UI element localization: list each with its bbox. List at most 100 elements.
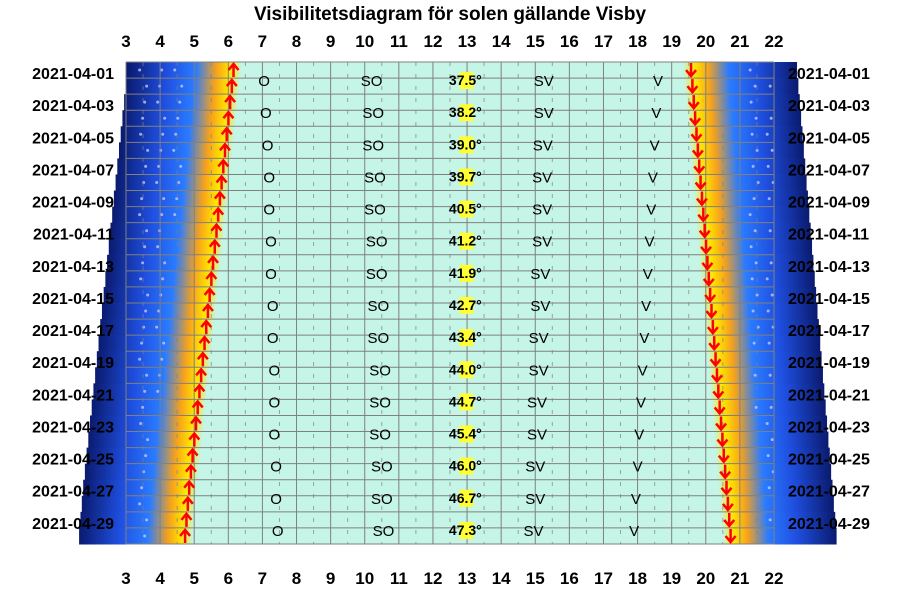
morning-twilight-band (95, 367, 210, 384)
direction-east-label: O (260, 105, 272, 122)
direction-west-label: V (646, 202, 656, 219)
elevation-highlight (459, 329, 474, 347)
elevation-label: 40.5° (449, 201, 482, 217)
hour-tick-label-top: 13 (458, 32, 477, 51)
evening-twilight-band (684, 78, 799, 95)
sunrise-arrow-head (213, 190, 226, 200)
sunset-arrow-head (716, 438, 729, 448)
direction-west-label: V (634, 427, 644, 444)
star-dot (141, 261, 145, 265)
direction-east-label: O (270, 491, 282, 508)
direction-west-label: V (653, 73, 663, 90)
star-dot (754, 261, 758, 265)
star-dot (162, 341, 166, 345)
star-dot (138, 68, 142, 72)
direction-southeast-label: SO (364, 169, 386, 186)
star-dot (753, 373, 757, 377)
direction-west-label: V (638, 362, 648, 379)
morning-twilight-band (79, 527, 194, 545)
star-dot (144, 164, 148, 168)
star-dot (138, 357, 142, 361)
direction-southwest-label: SV (532, 234, 552, 251)
sunrise-arrow-head (200, 319, 213, 328)
sunset-arrow-head (701, 262, 714, 271)
direction-southwest-label: SV (527, 427, 547, 444)
star-dot (140, 486, 144, 490)
star-dot (138, 502, 142, 506)
direction-west-label: V (636, 394, 646, 411)
daylight-band (240, 62, 685, 79)
evening-twilight-band (700, 270, 815, 288)
morning-twilight-band (118, 142, 233, 159)
date-label-right: 2021-04-19 (788, 355, 870, 372)
hour-tick-label-top: 3 (121, 32, 130, 51)
star-dot (146, 148, 150, 152)
star-dot (751, 309, 755, 313)
elevation-label: 37.5° (449, 72, 482, 88)
evening-twilight-band (715, 447, 830, 465)
daylight-band (220, 254, 701, 272)
star-dot (160, 357, 164, 361)
direction-east-label: O (263, 169, 275, 186)
daylight-band (199, 447, 717, 465)
evening-twilight-band (719, 495, 834, 513)
star-dot (767, 486, 771, 490)
star-dot (754, 405, 758, 409)
star-dot (176, 116, 180, 120)
star-dot (146, 438, 150, 442)
date-label-left: 2021-04-29 (32, 516, 114, 533)
morning-twilight-band (122, 110, 237, 127)
hour-tick-label-bottom: 4 (155, 569, 165, 588)
daylight-band (216, 286, 704, 304)
sunrise-arrow-head (196, 351, 209, 361)
elevation-highlight (459, 104, 474, 122)
star-dot (753, 229, 757, 233)
star-dot (752, 197, 756, 201)
date-label-right: 2021-04-07 (788, 162, 870, 179)
evening-twilight-band (703, 303, 818, 320)
elevation-highlight (459, 393, 474, 411)
morning-twilight-band (113, 190, 228, 208)
morning-twilight-band (84, 463, 199, 481)
star-dot (144, 309, 148, 313)
direction-southwest-label: SV (532, 202, 552, 219)
direction-southwest-label: SV (527, 394, 547, 411)
hour-tick-label-bottom: 19 (662, 569, 681, 588)
chart-title: Visibilitetsdiagram för solen gällande V… (254, 4, 647, 25)
sunset-arrow-head (686, 85, 699, 95)
date-label-left: 2021-04-03 (32, 98, 114, 115)
elevation-highlight (459, 264, 474, 282)
date-label-left: 2021-04-23 (32, 419, 114, 436)
sunrise-arrow-head (225, 78, 238, 87)
date-label-left: 2021-04-25 (32, 452, 114, 469)
direction-southeast-label: SO (366, 234, 388, 251)
star-dot (163, 116, 167, 120)
sunset-arrow-head (689, 117, 702, 127)
hour-tick-label-top: 22 (765, 32, 784, 51)
date-label-right: 2021-04-11 (788, 227, 869, 244)
star-dot (139, 277, 143, 281)
star-dot (173, 213, 177, 217)
sunrise-arrow-head (198, 335, 211, 344)
star-dot (143, 534, 147, 538)
direction-east-label: O (265, 234, 277, 251)
sunset-arrow-head (693, 165, 706, 175)
star-dot (155, 181, 159, 184)
star-dot (140, 341, 144, 345)
star-dot (748, 213, 752, 217)
date-label-left: 2021-04-17 (32, 323, 114, 340)
sunrise-arrow-head (203, 286, 216, 296)
star-dot (143, 100, 147, 104)
sunrise-arrow-head (188, 431, 201, 441)
star-dot (769, 405, 773, 409)
elevation-label: 41.2° (449, 233, 482, 249)
daylight-band (204, 399, 713, 416)
star-dot (161, 277, 165, 281)
star-dot (766, 454, 770, 458)
direction-east-label: O (265, 266, 277, 283)
hour-tick-label-bottom: 3 (121, 569, 130, 588)
sunrise-arrow-head (208, 238, 221, 248)
hour-tick-label-bottom: 7 (258, 569, 267, 588)
evening-twilight-band (710, 383, 825, 400)
elevation-label: 43.4° (449, 329, 482, 345)
